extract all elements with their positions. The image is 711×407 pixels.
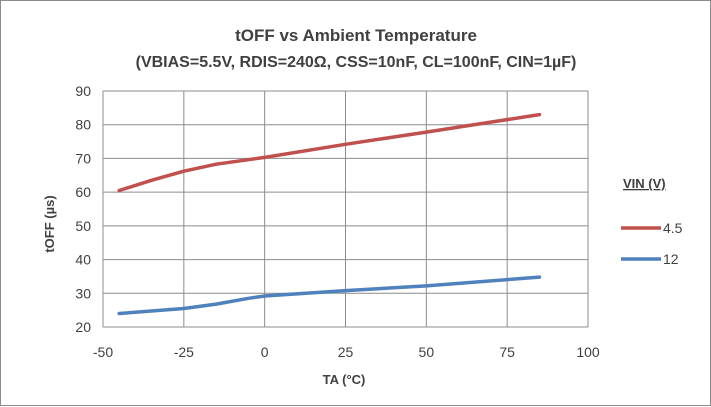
y-tick-label: 60 (75, 184, 91, 200)
x-tick-label: 0 (261, 344, 269, 360)
x-axis-label: TA (°C) (323, 372, 366, 387)
series-line-12 (117, 275, 542, 316)
y-tick-label: 80 (75, 117, 91, 133)
legend: 4.5 12 (621, 220, 683, 267)
legend-label: 4.5 (663, 220, 683, 236)
tick-labels: 20 30 40 50 60 70 80 90 -50 -25 0 25 50 75 100 (75, 83, 599, 360)
x-tick-label: -50 (93, 344, 113, 360)
chart-title: tOFF vs Ambient Temperature (235, 26, 477, 45)
x-tick-label: 25 (338, 344, 354, 360)
chart-subtitle: (VBIAS=5.5V, RDIS=240Ω, CSS=10nF, CL=100… (136, 54, 577, 71)
y-tick-label: 50 (75, 218, 91, 234)
y-tick-label: 30 (75, 285, 91, 301)
x-tick-label: -25 (174, 344, 194, 360)
legend-title: VIN (V) (623, 176, 666, 191)
y-tick-label: 40 (75, 252, 91, 268)
y-tick-label: 20 (75, 319, 91, 335)
y-tick-label: 90 (75, 83, 91, 99)
gridlines (102, 90, 589, 328)
legend-label: 12 (663, 251, 679, 267)
y-axis-label: tOFF (µs) (42, 195, 57, 252)
x-tick-label: 75 (499, 344, 515, 360)
x-tick-label: 100 (576, 344, 600, 360)
y-tick-label: 70 (75, 150, 91, 166)
series-lines (117, 112, 542, 316)
x-tick-label: 50 (419, 344, 435, 360)
series-line-4-5 (117, 112, 542, 193)
